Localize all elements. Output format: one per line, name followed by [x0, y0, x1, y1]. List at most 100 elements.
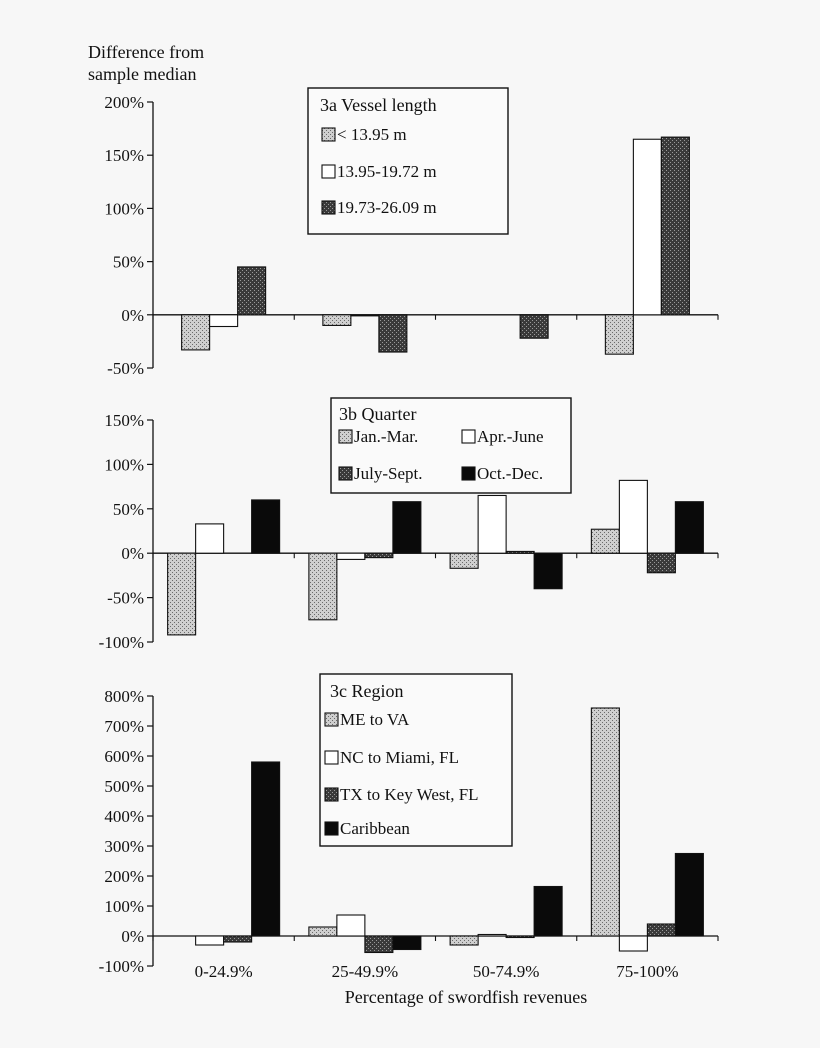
y-tick-label: -100%: [99, 633, 144, 652]
legend-box: [307, 87, 509, 235]
bar: [223, 935, 253, 943]
x-category-label: 50-74.9%: [473, 962, 540, 981]
legend-swatch: [324, 712, 339, 727]
y-tick-label: 150%: [104, 411, 144, 430]
bar: [195, 935, 225, 946]
bar: [308, 552, 338, 621]
bar: [251, 499, 281, 554]
x-category-label: 75-100%: [616, 962, 678, 981]
y-tick-label: 100%: [104, 897, 144, 916]
bar: [181, 314, 211, 351]
bar: [167, 552, 197, 636]
bar: [209, 314, 239, 328]
legend-entry: ME to VA: [340, 710, 410, 729]
y-tick-label: -100%: [99, 957, 144, 976]
bar: [392, 935, 422, 951]
y-tick-label: -50%: [107, 359, 144, 378]
legend-swatch: [461, 466, 476, 481]
legend-title: 3a Vessel length: [320, 95, 437, 115]
bar: [392, 501, 422, 554]
bar: [646, 552, 676, 574]
legend-swatch: [338, 466, 353, 481]
legend-box: [319, 673, 513, 847]
y-tick-label: 100%: [104, 199, 144, 218]
legend-entry: NC to Miami, FL: [340, 748, 459, 767]
y-tick-label: 300%: [104, 837, 144, 856]
y-axis-label-line2: sample median: [88, 64, 196, 84]
bar: [674, 852, 704, 937]
legend-swatch: [321, 200, 336, 215]
legend-entry: Oct.-Dec.: [477, 464, 543, 483]
y-axis-label-line1: Difference from: [88, 42, 204, 62]
chart-panel-3b: -100% -50% 0% 50% 100% 150% 3b Quarter Jan.-Mar…: [99, 397, 719, 652]
y-tick-label: 100%: [104, 455, 144, 474]
bar: [477, 494, 507, 554]
legend-title: 3b Quarter: [339, 404, 416, 424]
legend-swatch: [324, 821, 339, 836]
bar: [590, 707, 620, 937]
y-tick-label: 50%: [113, 500, 144, 519]
y-tick-label: 50%: [113, 253, 144, 272]
legend-entry: Caribbean: [340, 819, 410, 838]
y-tick-label: 200%: [104, 93, 144, 112]
bar: [646, 923, 676, 937]
legend-entry: TX to Key West, FL: [340, 785, 479, 804]
legend-entry: July-Sept.: [354, 464, 422, 483]
legend-entry: Jan.-Mar.: [354, 427, 418, 446]
y-tick-label: 0%: [121, 927, 144, 946]
bar: [364, 552, 394, 559]
legend-swatch: [321, 164, 336, 179]
y-tick-label: 800%: [104, 687, 144, 706]
legend: 3b Quarter Jan.-Mar. Apr.-June July-Sept. Oc…: [330, 397, 572, 494]
legend-entry: Apr.-June: [477, 427, 544, 446]
legend-swatch: [461, 429, 476, 444]
legend-swatch: [338, 429, 353, 444]
legend-box: [330, 397, 572, 494]
bar: [590, 528, 620, 554]
bar: [308, 926, 338, 937]
bar: [477, 933, 507, 937]
legend-swatch: [321, 127, 336, 142]
bar: [674, 501, 704, 554]
bar: [336, 552, 366, 560]
bar: [195, 523, 225, 554]
y-tick-label: 500%: [104, 777, 144, 796]
x-category-label: 0-24.9%: [195, 962, 253, 981]
bar: [322, 314, 352, 326]
bar: [519, 314, 549, 339]
y-tick-label: 700%: [104, 717, 144, 736]
x-category-label: 25-49.9%: [332, 962, 399, 981]
y-tick-label: 600%: [104, 747, 144, 766]
bar: [505, 550, 535, 554]
bar: [505, 935, 535, 939]
chart-panel-3c: -100% 0% 100% 200% 300% 400% 500% 600% 700% 800% 3…: [99, 673, 719, 976]
y-tick-label: 0%: [121, 306, 144, 325]
bar: [336, 914, 366, 937]
legend-entry: 19.73-26.09 m: [337, 198, 437, 217]
y-tick-label: 400%: [104, 807, 144, 826]
x-axis-category-labels: 0-24.9% 25-49.9% 50-74.9% 75-100%: [195, 962, 679, 981]
bar: [449, 935, 479, 946]
y-tick-label: -50%: [107, 589, 144, 608]
bar: [449, 552, 479, 569]
bar: [533, 885, 563, 937]
bar: [618, 935, 648, 952]
bar: [604, 314, 634, 355]
y-tick-label: 150%: [104, 146, 144, 165]
bar: [378, 314, 408, 353]
legend: 3c Region ME to VA NC to Miami, FL TX to Ke…: [319, 673, 513, 847]
legend-swatch: [324, 787, 339, 802]
bar: [618, 479, 648, 554]
bar: [251, 761, 281, 937]
y-tick-label: 0%: [121, 544, 144, 563]
chart-panel-3a: -50% 0% 50% 100% 150% 200% 3a Vessel length < 1…: [104, 87, 719, 378]
legend: 3a Vessel length < 13.95 m 13.95-19.72 m 19…: [307, 87, 509, 235]
x-axis-label: Percentage of swordfish revenues: [345, 987, 587, 1007]
legend-entry: < 13.95 m: [337, 125, 407, 144]
legend-swatch: [324, 750, 339, 765]
y-tick-label: 200%: [104, 867, 144, 886]
legend-title: 3c Region: [330, 681, 404, 701]
bar: [364, 935, 394, 954]
bar: [660, 136, 690, 316]
